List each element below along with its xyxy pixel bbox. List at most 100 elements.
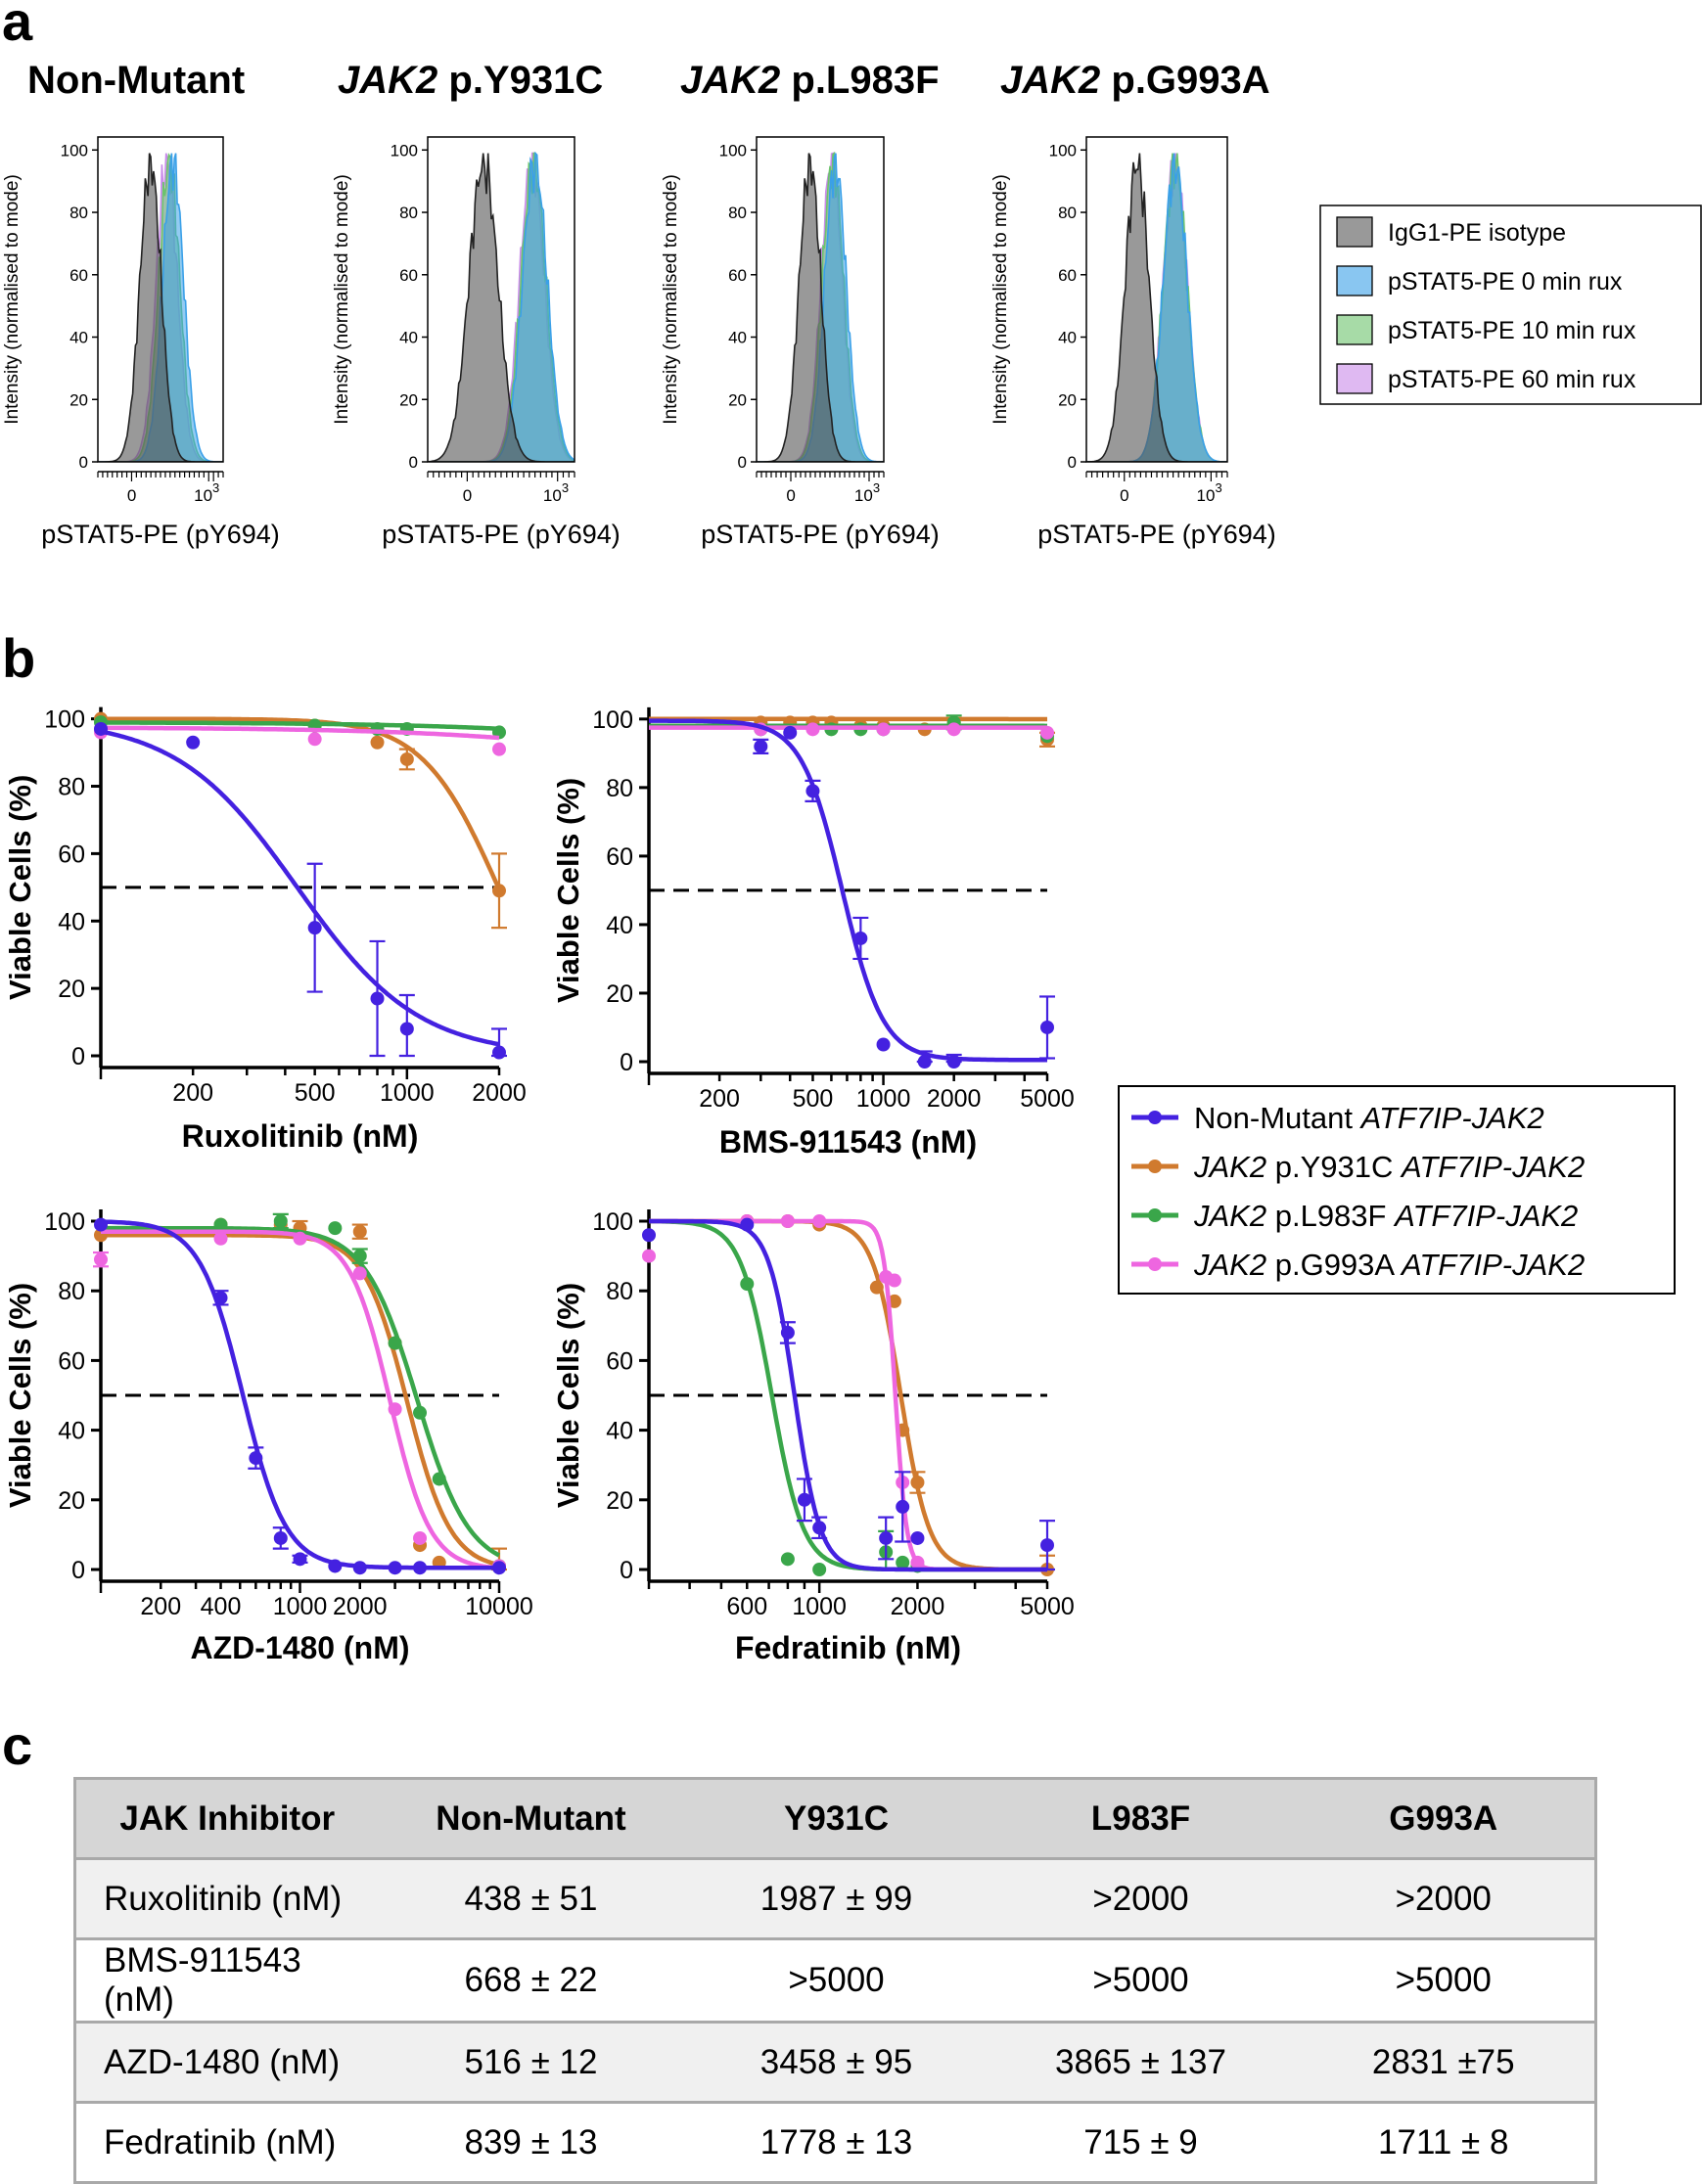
y-tick-label: 60 xyxy=(58,841,85,868)
table-cell: >5000 xyxy=(684,1939,989,2023)
y-axis-label: Intensity (normalised to mode) xyxy=(661,174,681,425)
gene-name: JAK2 xyxy=(338,59,437,102)
table-cell: 2831 ±75 xyxy=(1293,2023,1596,2103)
x-axis-label: pSTAT5-PE (pY694) xyxy=(1037,520,1276,549)
x-axis-label: AZD-1480 (nM) xyxy=(190,1630,409,1665)
data-point xyxy=(781,1552,795,1566)
x-tick-label: 2000 xyxy=(333,1593,388,1620)
data-point xyxy=(308,732,322,746)
y-tick-label: 20 xyxy=(399,390,418,409)
y-tick-label: 0 xyxy=(738,453,747,472)
y-tick-label: 40 xyxy=(58,1418,85,1445)
y-axis-label: Intensity (normalised to mode) xyxy=(990,174,1011,425)
y-tick-label: 100 xyxy=(44,706,85,734)
y-tick-label: 80 xyxy=(606,775,633,802)
data-point xyxy=(798,1493,811,1507)
legend-label: JAK2 p.G993A ATF7IP-JAK2 xyxy=(1193,1248,1585,1282)
table-cell: 3458 ± 95 xyxy=(684,2023,989,2103)
data-point xyxy=(413,1406,427,1420)
table-header-cell: G993A xyxy=(1293,1779,1596,1859)
table-cell: 516 ± 12 xyxy=(379,2023,684,2103)
series-non_mutant xyxy=(642,1218,1055,1570)
data-point xyxy=(877,1037,891,1051)
legend-label: pSTAT5-PE 10 min rux xyxy=(1388,317,1636,344)
y-tick-label: 80 xyxy=(58,1278,85,1305)
data-point xyxy=(400,752,414,766)
y-tick-label: 60 xyxy=(58,1347,85,1375)
data-point xyxy=(492,884,506,897)
y-axis-label: Viable Cells (%) xyxy=(3,775,37,1000)
data-point xyxy=(1040,1021,1054,1034)
x-tick-label: 0 xyxy=(127,486,136,505)
legend-marker xyxy=(1148,1208,1162,1222)
data-point xyxy=(740,1277,754,1291)
histogram-group xyxy=(428,154,575,462)
x-tick-label: 103 xyxy=(194,480,219,505)
histogram-group xyxy=(757,154,884,462)
x-axis-label: Fedratinib (nM) xyxy=(735,1630,961,1665)
data-point xyxy=(371,991,385,1005)
x-tick-label: 103 xyxy=(543,480,569,505)
legend-label: pSTAT5-PE 60 min rux xyxy=(1388,366,1636,393)
y-tick-label: 40 xyxy=(399,329,418,347)
data-point xyxy=(812,1214,826,1228)
y-axis-label: Viable Cells (%) xyxy=(551,778,585,1003)
legend-swatch xyxy=(1337,266,1372,296)
series-g993a xyxy=(642,1214,1047,1570)
x-tick-label: 400 xyxy=(201,1593,242,1620)
gene-name: JAK2 xyxy=(1000,59,1100,102)
data-point xyxy=(783,726,797,740)
table-cell: BMS-911543 (nM) xyxy=(75,1939,379,2023)
data-point xyxy=(353,1266,367,1280)
data-point xyxy=(870,1281,884,1295)
y-tick-label: 40 xyxy=(606,1418,633,1445)
y-tick-label: 40 xyxy=(58,908,85,935)
table-header-cell: JAK Inhibitor xyxy=(75,1779,379,1859)
y-tick-label: 100 xyxy=(1049,141,1077,159)
data-point xyxy=(274,1214,288,1228)
table-cell: 1987 ± 99 xyxy=(684,1859,989,1939)
y-tick-label: 40 xyxy=(728,329,747,347)
legend-swatch xyxy=(1337,315,1372,344)
data-point xyxy=(896,1500,909,1514)
x-tick-label: 0 xyxy=(1120,486,1128,505)
fit-curve xyxy=(101,728,499,738)
y-tick-label: 20 xyxy=(58,1487,85,1515)
data-point xyxy=(353,1250,367,1263)
table-header-row: JAK Inhibitor Non-Mutant Y931C L983F G99… xyxy=(75,1779,1596,1859)
hist-isotype xyxy=(757,154,884,462)
series-non_mutant xyxy=(94,722,507,1060)
legend-label: Non-Mutant ATF7IP-JAK2 xyxy=(1194,1101,1544,1135)
data-point xyxy=(492,1561,506,1574)
y-axis-label: Intensity (normalised to mode) xyxy=(332,174,352,425)
data-point xyxy=(400,1022,414,1035)
y-tick-label: 0 xyxy=(409,453,418,472)
x-tick-label: 500 xyxy=(793,1085,834,1113)
y-tick-label: 20 xyxy=(58,976,85,1003)
y-tick-label: 0 xyxy=(620,1557,633,1584)
data-point xyxy=(1040,726,1054,740)
table-cell: AZD-1480 (nM) xyxy=(75,2023,379,2103)
table-row: Ruxolitinib (nM) 438 ± 51 1987 ± 99 >200… xyxy=(75,1859,1596,1939)
histogram-group xyxy=(98,154,223,462)
fit-curve xyxy=(101,719,499,889)
table-cell: 1778 ± 13 xyxy=(684,2103,989,2183)
table-header-cell: Non-Mutant xyxy=(379,1779,684,1859)
data-point xyxy=(740,1218,754,1232)
data-point xyxy=(413,1561,427,1574)
y-tick-label: 100 xyxy=(391,141,418,159)
y-tick-label: 80 xyxy=(58,774,85,801)
y-tick-label: 100 xyxy=(592,706,633,734)
x-axis-label: Ruxolitinib (nM) xyxy=(182,1118,419,1154)
data-point xyxy=(328,1559,342,1572)
data-point xyxy=(308,921,322,934)
series-g993a xyxy=(94,725,506,755)
y-tick-label: 100 xyxy=(719,141,747,159)
series-l983f xyxy=(649,1221,1047,1576)
legend-swatch xyxy=(1337,364,1372,393)
legend-marker xyxy=(1148,1160,1162,1173)
x-tick-label: 103 xyxy=(1197,480,1222,505)
